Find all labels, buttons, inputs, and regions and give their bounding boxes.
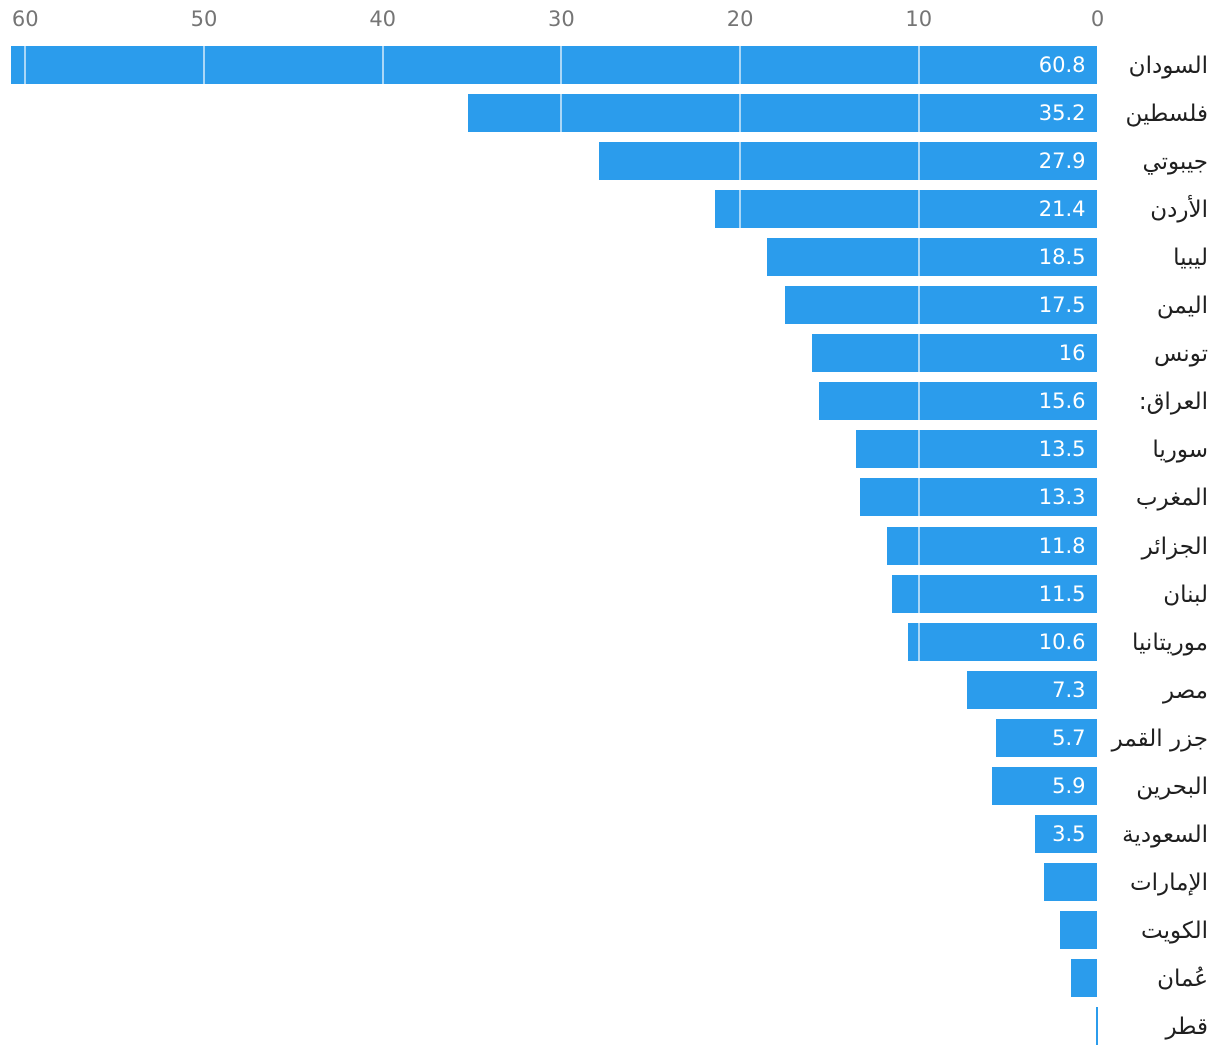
bar-value-label: 11.5 xyxy=(1038,581,1086,606)
category-label: لبنان xyxy=(1163,581,1208,608)
category-label: الأردن xyxy=(1150,197,1208,224)
x-axis-tick-20: 20 xyxy=(726,7,754,31)
x-axis-tick-60: 60 xyxy=(11,7,39,31)
category-label: الإمارات xyxy=(1130,869,1208,896)
gridline-60 xyxy=(24,41,27,1055)
x-axis-tick-0: 0 xyxy=(1090,7,1105,31)
category-label: عُمان xyxy=(1157,965,1208,992)
x-axis-tick-40: 40 xyxy=(369,7,397,31)
category-label: العراق: xyxy=(1138,389,1208,416)
bar-value-label: 35.2 xyxy=(1038,101,1086,126)
bar xyxy=(1095,1007,1098,1046)
category-label: البحرين xyxy=(1136,773,1208,800)
gridline-50 xyxy=(203,41,205,1055)
x-axis-tick-30: 30 xyxy=(548,7,575,31)
bar: 21.4 xyxy=(715,190,1098,229)
category-label: موريتانيا xyxy=(1131,629,1208,656)
bar: 35.2 xyxy=(468,94,1098,133)
bar: 5.9 xyxy=(992,766,1098,805)
x-axis-tick-50: 50 xyxy=(190,7,218,31)
category-label: تونس xyxy=(1153,341,1208,368)
category-label: المغرب xyxy=(1135,485,1208,512)
category-label: فلسطين xyxy=(1125,101,1208,128)
category-label: قطر xyxy=(1165,1014,1208,1041)
bar: 17.5 xyxy=(784,286,1098,325)
bar-value-label: 5.7 xyxy=(1052,725,1086,750)
category-label: السودان xyxy=(1128,53,1208,80)
bar: 11.8 xyxy=(886,526,1098,565)
bar-value-label: 21.4 xyxy=(1038,197,1086,222)
gridline-20 xyxy=(739,41,742,1055)
bar-value-label: 15.6 xyxy=(1038,389,1086,414)
bar-value-label: 16 xyxy=(1058,341,1086,366)
category-label: مصر xyxy=(1163,677,1208,704)
category-label: الجزائر xyxy=(1141,533,1208,560)
bar: 5.7 xyxy=(995,718,1098,757)
bar: 13.5 xyxy=(856,430,1098,469)
gridline-30 xyxy=(560,41,563,1055)
bar-value-label: 3.5 xyxy=(1052,821,1086,846)
bar-value-label: 13.3 xyxy=(1038,485,1086,510)
category-label: اليمن xyxy=(1156,293,1208,320)
bar xyxy=(1059,910,1098,949)
bar-value-label: 10.6 xyxy=(1038,629,1086,654)
bar-value-label: 5.9 xyxy=(1052,773,1086,798)
category-label: الكويت xyxy=(1141,917,1208,944)
bar: 16 xyxy=(811,334,1098,373)
bar-value-label: 18.5 xyxy=(1038,245,1086,270)
bar-value-label: 17.5 xyxy=(1038,293,1086,318)
bar-value-label: 11.8 xyxy=(1038,533,1086,558)
bar: 15.6 xyxy=(818,382,1098,421)
bar: 3.5 xyxy=(1034,814,1098,853)
x-axis-tick-10: 10 xyxy=(905,7,933,31)
gridline-40 xyxy=(381,41,384,1055)
bar-value-label: 7.3 xyxy=(1052,677,1086,702)
bar: 60.8 xyxy=(11,46,1098,85)
category-label: سوريا xyxy=(1152,437,1208,464)
category-label: ليبيا xyxy=(1173,245,1208,272)
bar-value-label: 60.8 xyxy=(1038,53,1086,78)
bar: 11.5 xyxy=(891,574,1098,613)
bar: 7.3 xyxy=(967,670,1098,709)
bar xyxy=(1043,862,1098,901)
bar-value-label: 27.9 xyxy=(1038,149,1086,174)
bar: 13.3 xyxy=(859,478,1098,517)
category-label: جزر القمر xyxy=(1111,725,1208,752)
category-label: جيبوتي xyxy=(1142,149,1208,176)
bar: 27.9 xyxy=(598,142,1098,181)
bar: 18.5 xyxy=(766,238,1098,277)
gridline-10 xyxy=(917,41,920,1055)
category-label: السعودية xyxy=(1122,821,1208,848)
bar: 10.6 xyxy=(908,622,1098,661)
bar-value-label: 13.5 xyxy=(1038,437,1086,462)
bar xyxy=(1070,958,1098,997)
